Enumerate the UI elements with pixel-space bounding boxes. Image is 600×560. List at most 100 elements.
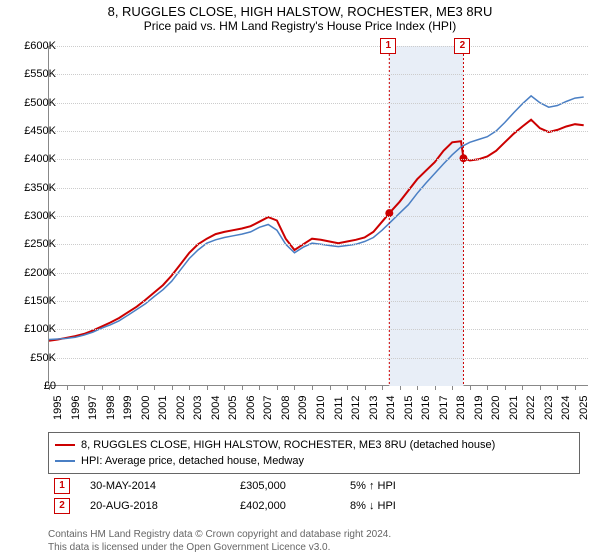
sale-price: £305,000: [240, 480, 330, 492]
x-tick: [557, 386, 558, 390]
x-tick: [277, 386, 278, 390]
gridline: [49, 329, 588, 330]
y-axis-label: £0: [12, 380, 56, 392]
x-tick: [259, 386, 260, 390]
x-tick: [417, 386, 418, 390]
footer-line-1: Contains HM Land Registry data © Crown c…: [48, 528, 580, 541]
x-axis-label: 2020: [490, 396, 502, 420]
sale-marker-box: 2: [454, 38, 470, 54]
x-tick: [312, 386, 313, 390]
x-axis-label: 2003: [192, 396, 204, 420]
x-axis-label: 2019: [473, 396, 485, 420]
gridline: [49, 301, 588, 302]
gridline: [49, 188, 588, 189]
chart-subtitle: Price paid vs. HM Land Registry's House …: [0, 19, 600, 39]
x-tick: [540, 386, 541, 390]
x-tick: [400, 386, 401, 390]
x-axis-label: 1998: [105, 396, 117, 420]
x-tick: [487, 386, 488, 390]
y-axis-label: £350K: [12, 182, 56, 194]
y-axis-label: £50K: [12, 352, 56, 364]
sale-marker-box: 1: [380, 38, 396, 54]
gridline: [49, 131, 588, 132]
x-axis-label: 2024: [560, 396, 572, 420]
gridline: [49, 244, 588, 245]
y-axis-label: £500K: [12, 97, 56, 109]
legend-item-property: 8, RUGGLES CLOSE, HIGH HALSTOW, ROCHESTE…: [55, 437, 573, 453]
x-axis-label: 2005: [227, 396, 239, 420]
x-tick: [365, 386, 366, 390]
legend-label-property: 8, RUGGLES CLOSE, HIGH HALSTOW, ROCHESTE…: [81, 437, 495, 453]
gridline: [49, 159, 588, 160]
x-tick: [67, 386, 68, 390]
x-tick: [119, 386, 120, 390]
sale-point-dot: [459, 154, 467, 162]
x-axis-label: 2017: [438, 396, 450, 420]
x-tick: [172, 386, 173, 390]
x-axis-label: 2012: [350, 396, 362, 420]
gridline: [49, 216, 588, 217]
x-axis-label: 2000: [140, 396, 152, 420]
x-axis-label: 2002: [175, 396, 187, 420]
sale-row-marker: 1: [54, 478, 70, 494]
x-tick: [189, 386, 190, 390]
y-axis-label: £150K: [12, 295, 56, 307]
x-axis-label: 2001: [157, 396, 169, 420]
gridline: [49, 46, 588, 47]
x-axis-label: 2015: [403, 396, 415, 420]
y-axis-label: £200K: [12, 267, 56, 279]
x-axis-label: 2023: [543, 396, 555, 420]
sales-table: 130-MAY-2014£305,0005% ↑ HPI220-AUG-2018…: [48, 476, 580, 516]
sale-row-marker: 2: [54, 498, 70, 514]
series-hpi: [49, 96, 584, 340]
y-axis-label: £400K: [12, 153, 56, 165]
x-axis-label: 2007: [262, 396, 274, 420]
x-tick: [224, 386, 225, 390]
gridline: [49, 74, 588, 75]
x-axis-label: 1999: [122, 396, 134, 420]
x-axis-label: 2025: [578, 396, 590, 420]
gridline: [49, 273, 588, 274]
x-tick: [154, 386, 155, 390]
x-tick: [294, 386, 295, 390]
x-axis-label: 2013: [368, 396, 380, 420]
x-tick: [242, 386, 243, 390]
x-tick: [522, 386, 523, 390]
x-tick: [505, 386, 506, 390]
x-axis-label: 2004: [210, 396, 222, 420]
x-axis-label: 1997: [87, 396, 99, 420]
x-axis-label: 2011: [333, 396, 345, 420]
x-axis-label: 2021: [508, 396, 520, 420]
x-tick: [435, 386, 436, 390]
y-axis-label: £100K: [12, 323, 56, 335]
x-tick: [347, 386, 348, 390]
x-tick: [382, 386, 383, 390]
x-tick: [470, 386, 471, 390]
chart-title: 8, RUGGLES CLOSE, HIGH HALSTOW, ROCHESTE…: [0, 0, 600, 19]
x-axis-label: 2022: [525, 396, 537, 420]
legend-swatch-hpi: [55, 460, 75, 462]
x-tick: [575, 386, 576, 390]
x-tick: [137, 386, 138, 390]
legend-swatch-property: [55, 444, 75, 446]
x-axis-label: 1995: [52, 396, 64, 420]
footer-line-2: This data is licensed under the Open Gov…: [48, 541, 580, 554]
x-axis-label: 2016: [420, 396, 432, 420]
sale-row: 130-MAY-2014£305,0005% ↑ HPI: [48, 476, 580, 496]
x-tick: [207, 386, 208, 390]
x-tick: [452, 386, 453, 390]
x-tick: [102, 386, 103, 390]
x-axis-label: 2010: [315, 396, 327, 420]
legend-box: 8, RUGGLES CLOSE, HIGH HALSTOW, ROCHESTE…: [48, 432, 580, 474]
y-axis-label: £250K: [12, 238, 56, 250]
legend-label-hpi: HPI: Average price, detached house, Medw…: [81, 453, 304, 469]
sale-hpi: 8% ↓ HPI: [350, 500, 450, 512]
y-axis-label: £600K: [12, 40, 56, 52]
x-axis-label: 2018: [455, 396, 467, 420]
sale-hpi: 5% ↑ HPI: [350, 480, 450, 492]
series-property: [49, 120, 584, 341]
legend-item-hpi: HPI: Average price, detached house, Medw…: [55, 453, 573, 469]
x-axis-label: 2008: [280, 396, 292, 420]
chart-plot-area: [48, 46, 588, 386]
footer: Contains HM Land Registry data © Crown c…: [48, 528, 580, 554]
